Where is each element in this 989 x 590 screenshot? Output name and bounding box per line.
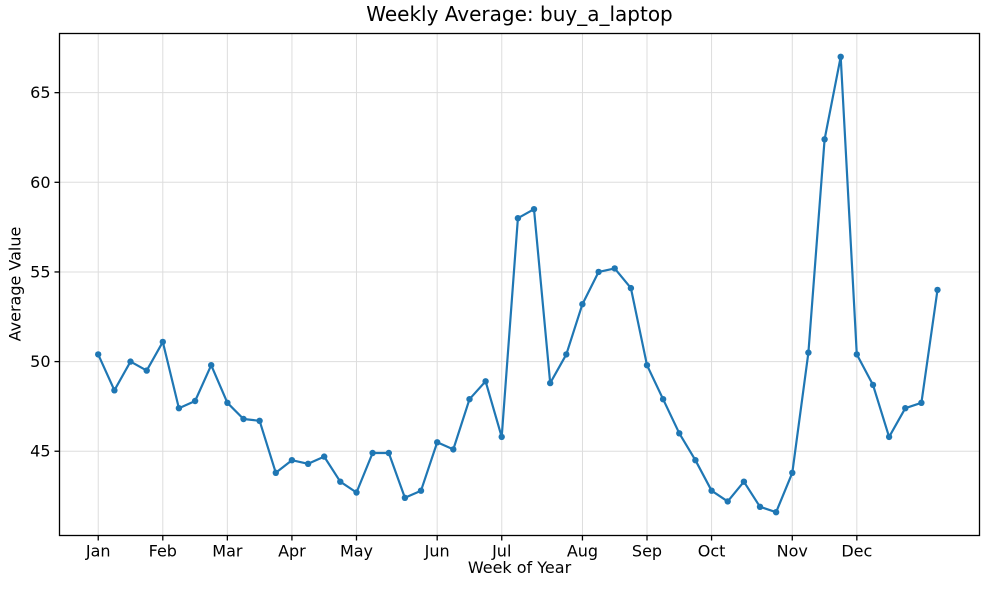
data-point-marker	[530, 206, 538, 213]
data-point-marker	[885, 433, 893, 441]
data-point-marker	[821, 136, 828, 143]
data-point-marker	[159, 338, 166, 346]
data-point-marker	[369, 449, 376, 457]
data-point-marker	[143, 367, 150, 374]
data-point-marker	[514, 215, 522, 222]
x-tick-label: Jul	[491, 542, 511, 561]
data-point-marker	[547, 379, 554, 387]
data-point-marker	[579, 301, 586, 308]
x-tick-label: May	[340, 542, 373, 561]
y-tick-label: 50	[30, 352, 50, 371]
data-point-marker	[240, 415, 247, 423]
x-tick-label: Aug	[567, 542, 598, 561]
data-point-marker	[708, 487, 715, 494]
y-tick-label: 45	[30, 442, 50, 461]
data-point-marker	[175, 405, 183, 412]
data-point-marker	[95, 351, 102, 358]
data-point-marker	[853, 351, 860, 358]
data-point-marker	[482, 378, 489, 385]
data-point-marker	[353, 489, 360, 496]
data-point-marker	[256, 417, 263, 424]
data-point-marker	[611, 265, 618, 272]
x-tick-label: Feb	[149, 542, 177, 561]
data-point-marker	[450, 446, 457, 453]
data-point-marker	[191, 397, 199, 405]
plot-border	[58, 32, 981, 537]
data-point-marker	[627, 284, 635, 292]
x-tick-label: Sep	[632, 542, 662, 561]
x-tick-label: Dec	[841, 542, 872, 561]
data-point-marker	[595, 268, 602, 276]
data-point-marker	[659, 396, 667, 403]
y-tick-label: 55	[30, 262, 50, 281]
data-point-marker	[902, 405, 909, 412]
data-point-marker	[288, 457, 296, 464]
x-tick-label: Jun	[424, 542, 450, 561]
data-point-marker	[789, 469, 796, 476]
x-tick-label: Nov	[777, 542, 808, 561]
data-point-marker	[401, 494, 409, 501]
x-tick-label: Jan	[85, 542, 111, 561]
data-point-marker	[740, 478, 748, 485]
data-point-marker	[692, 457, 699, 464]
data-point-marker	[724, 498, 731, 505]
data-point-marker	[563, 351, 570, 358]
data-point-marker	[918, 399, 925, 406]
data-point-marker	[772, 509, 780, 516]
chart-title: Weekly Average: buy_a_laptop	[366, 2, 673, 26]
data-point-marker	[337, 478, 344, 485]
data-point-marker	[272, 469, 279, 476]
data-point-marker	[643, 362, 651, 369]
x-axis-label: Week of Year	[467, 558, 572, 577]
data-point-marker	[466, 396, 473, 403]
x-tick-label: Mar	[212, 542, 243, 561]
data-point-marker	[385, 449, 392, 457]
y-tick-label: 65	[30, 83, 50, 102]
data-point-marker	[417, 487, 425, 494]
x-tick-label: Apr	[278, 542, 306, 561]
data-point-marker	[434, 439, 441, 446]
y-tick-label: 60	[30, 173, 50, 192]
data-point-marker	[934, 286, 941, 294]
data-point-marker	[805, 349, 812, 356]
data-point-marker	[111, 387, 118, 394]
data-point-marker	[127, 358, 134, 365]
data-point-marker	[756, 503, 764, 510]
x-tick-label: Oct	[698, 542, 726, 561]
data-point-marker	[869, 381, 877, 389]
data-point-marker	[837, 53, 844, 60]
data-point-marker	[224, 399, 231, 406]
data-point-marker	[498, 433, 505, 441]
data-point-marker	[321, 453, 328, 460]
data-point-marker	[676, 430, 683, 437]
data-point-marker	[208, 362, 215, 369]
data-point-marker	[304, 460, 312, 467]
series-line	[97, 55, 939, 514]
